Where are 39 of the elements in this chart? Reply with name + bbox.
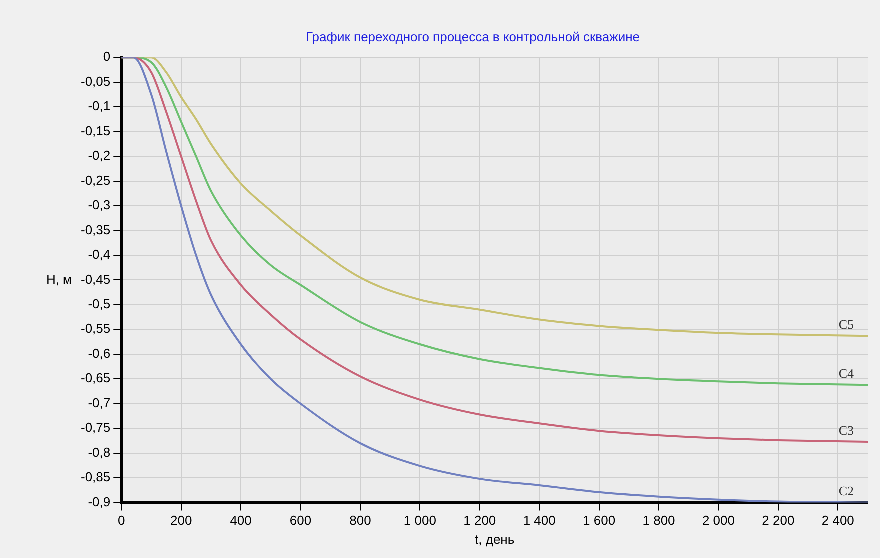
x-tick-label: 2 400 [822,513,854,528]
x-tick-label: 1 400 [523,513,556,528]
y-tick-label: -0,45 [80,272,111,287]
y-tick-label: -0,85 [80,470,111,485]
y-tick-label: -0,6 [88,346,111,361]
y-tick-label: -0,05 [80,74,111,89]
series-label: C3 [838,422,854,438]
y-tick-label: -0,9 [88,494,111,510]
x-tick-label: 800 [350,513,372,528]
y-tick-label: -0,35 [80,222,111,238]
y-tick-label: -0,8 [88,444,111,460]
x-axis-title: t, день [475,532,515,547]
y-tick-label: -0,4 [88,247,111,262]
x-tick-label: 0 [118,513,126,528]
y-tick-label: -0,3 [88,198,111,213]
x-tick-label: 1 600 [583,513,616,528]
series-label: C2 [838,484,854,499]
x-tick-label: 2 000 [702,513,735,528]
y-tick-label: -0,1 [88,98,111,114]
y-tick-label: -0,65 [80,370,111,386]
y-tick-label: -0,2 [88,148,111,164]
x-tick-label: 1 000 [404,513,436,528]
series-label: C5 [838,317,854,332]
y-tick-label: -0,55 [80,321,111,336]
x-tick-label: 400 [230,513,252,528]
x-tick-label: 200 [170,513,192,528]
y-tick-label: -0,25 [80,172,111,188]
chart-title: График переходного процесса в контрольной скважине [306,29,640,44]
x-tick-label: 1 800 [642,513,676,528]
y-axis-title: H, м [46,272,72,287]
x-tick-label: 600 [290,513,312,528]
x-tick-label: 2 200 [762,513,795,528]
y-tick-label: -0,7 [88,395,111,410]
y-tick-label: -0,15 [80,123,111,138]
y-tick-label: 0 [103,49,111,64]
y-tick-label: -0,75 [80,420,111,436]
y-tick-label: -0,5 [88,296,111,312]
series-label: C4 [838,366,854,381]
x-tick-label: 1 200 [464,513,496,528]
